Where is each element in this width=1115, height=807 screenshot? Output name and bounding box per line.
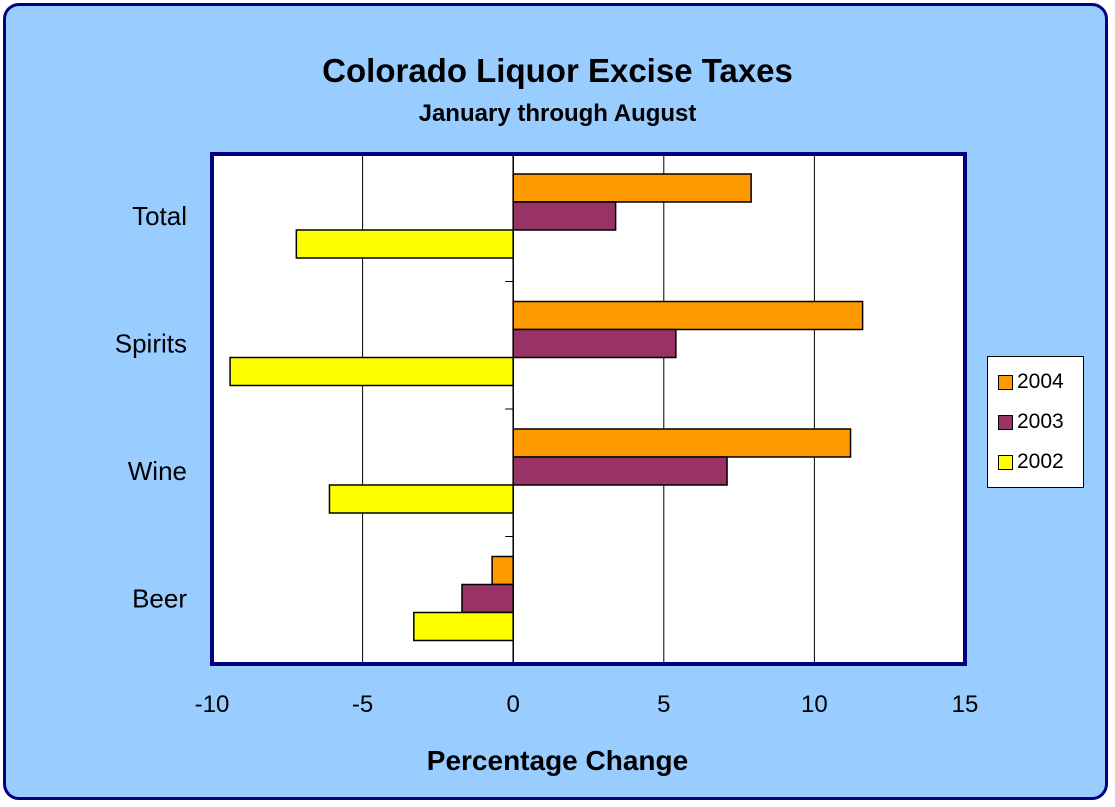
legend-swatch-2003	[998, 414, 1013, 430]
x-axis-label: Percentage Change	[426, 745, 689, 776]
bar-2002-spirits	[229, 356, 514, 387]
legend-label-2004: 2004	[1017, 370, 1064, 393]
y-tick-label: Spirits	[115, 329, 187, 359]
chart-title: Colorado Liquor Excise Taxes	[322, 52, 793, 89]
plot-border	[210, 152, 967, 666]
y-tick-label: Beer	[132, 584, 187, 614]
bar-2003-wine	[512, 456, 728, 486]
chart-subtitle: January through August	[418, 100, 697, 127]
bar-2004-wine	[512, 428, 852, 458]
x-tick-label: 15	[952, 691, 979, 718]
y-tick-label: Total	[132, 201, 187, 231]
bar-2003-total	[512, 201, 617, 231]
bar-2002-wine	[328, 484, 514, 514]
bar-2004-beer	[491, 555, 514, 586]
bar-2003-beer	[461, 583, 514, 614]
legend-item-2002: 2002	[998, 449, 1064, 475]
legend-label-2003: 2003	[1017, 410, 1064, 433]
x-tick-label: 5	[657, 691, 670, 718]
bar-2003-spirits	[512, 328, 677, 359]
legend-label-2002: 2002	[1017, 450, 1064, 473]
legend-item-2003: 2003	[998, 409, 1064, 435]
legend-item-2004: 2004	[998, 369, 1064, 395]
bar-2004-total	[512, 173, 752, 203]
legend-swatch-2004	[998, 374, 1013, 390]
x-tick-label: 10	[801, 691, 828, 718]
legend: 2004 2003 2002	[987, 356, 1084, 488]
x-tick-label: -5	[352, 691, 373, 718]
x-tick-label: -10	[195, 691, 230, 718]
legend-swatch-2002	[998, 454, 1013, 470]
y-tick-label: Wine	[128, 456, 187, 486]
bar-2004-spirits	[512, 300, 864, 331]
bar-2002-beer	[413, 611, 514, 642]
x-tick-label: 0	[507, 691, 520, 718]
bar-2002-total	[295, 229, 514, 259]
